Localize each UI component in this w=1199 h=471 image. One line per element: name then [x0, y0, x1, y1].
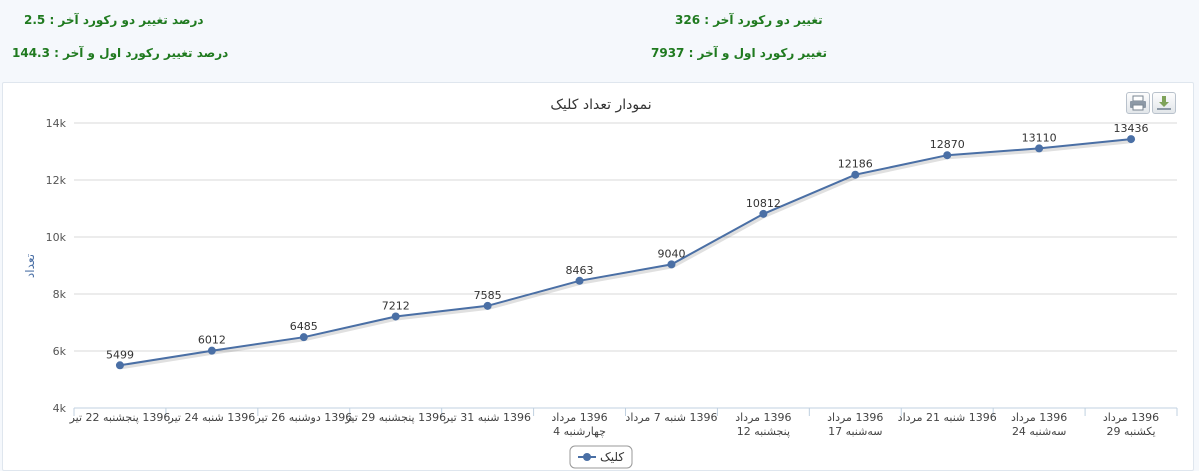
legend-item-label: کلیک: [600, 450, 624, 464]
x-tick-label: 1396 پنجشنبه 22 تیر: [69, 411, 171, 424]
data-point[interactable]: [575, 276, 584, 285]
data-point[interactable]: [299, 333, 308, 342]
percent-change-last-two: درصد تغییر دو رکورد آخر : 2.5: [24, 13, 204, 27]
x-tick-label: پنجشنبه 12: [737, 425, 790, 438]
x-tick-label: سه‌شنبه 24: [1012, 425, 1066, 438]
data-point[interactable]: [391, 312, 400, 321]
data-point[interactable]: [851, 170, 860, 179]
data-label: 7585: [474, 289, 502, 302]
data-label: 8463: [566, 264, 594, 277]
y-tick-label: 12k: [46, 174, 67, 187]
x-tick-label: 1396 شنبه 7 مرداد: [625, 411, 717, 424]
x-tick-label: 1396 مرداد: [1103, 411, 1159, 424]
data-label: 5499: [106, 348, 134, 361]
data-point[interactable]: [1035, 144, 1044, 153]
x-tick-label: یکشنبه 29: [1107, 425, 1156, 438]
y-tick-label: 10k: [46, 231, 67, 244]
y-tick-label: 14k: [46, 117, 67, 130]
x-tick-label: 1396 مرداد: [1011, 411, 1067, 424]
percent-change-first-last-label: درصد تغییر رکورد اول و آخر :: [49, 46, 229, 60]
x-tick-label: 1396 دوشنبه 26 تیر: [254, 411, 352, 424]
data-point[interactable]: [667, 260, 676, 269]
x-tick-label: 1396 شنبه 21 مرداد: [898, 411, 997, 424]
x-tick-label: 1396 پنجشنبه 29 تیر: [344, 411, 446, 424]
series-line: [119, 138, 1132, 367]
percent-change-last-two-value: 2.5: [24, 13, 46, 27]
gridlines: [74, 122, 1177, 409]
data-label: 13436: [1114, 122, 1149, 135]
series: 5499 6012 6485 7212 7585 8463 9040 10812 12186 12…: [106, 122, 1149, 370]
y-axis-label: تعداد: [23, 254, 37, 278]
data-label: 13110: [1022, 131, 1057, 144]
data-point[interactable]: [483, 301, 492, 310]
change-first-last: تغییر رکورد اول و آخر : 7937: [651, 46, 827, 60]
legend[interactable]: کلیک: [569, 445, 633, 469]
y-tick-label: 6k: [53, 345, 67, 358]
x-tick-label: 1396 شنبه 31 تیر: [443, 411, 531, 424]
print-button[interactable]: [1126, 92, 1150, 114]
x-tick-label: 1396 شنبه 24 تیر: [168, 411, 256, 424]
download-icon: [1157, 96, 1171, 110]
download-button[interactable]: [1152, 92, 1176, 114]
x-tick-label: 1396 مرداد: [551, 411, 607, 424]
y-tick-labels: 4k 6k 8k 10k 12k 14k: [46, 117, 67, 415]
y-tick-label: 8k: [53, 288, 67, 301]
percent-change-last-two-label: درصد تغییر دو رکورد آخر :: [45, 13, 204, 27]
y-tick-label: 4k: [53, 402, 67, 415]
data-point[interactable]: [943, 151, 952, 160]
change-last-two: تغییر دو رکورد آخر : 326: [675, 13, 823, 27]
series-shadow: [120, 139, 1133, 370]
change-last-two-label: تغییر دو رکورد آخر :: [700, 13, 823, 27]
data-point[interactable]: [115, 361, 124, 370]
data-label: 12186: [838, 158, 873, 171]
data-label: 10812: [746, 197, 781, 210]
percent-change-first-last-value: 144.3: [12, 46, 50, 60]
chart-title: نمودار تعداد کلیک: [550, 97, 651, 113]
x-ticks: [73, 408, 1178, 416]
data-label: 6485: [290, 320, 318, 333]
change-last-two-value: 326: [675, 13, 701, 27]
data-label: 12870: [930, 138, 965, 151]
x-tick-label: چهارشنبه 4: [553, 425, 606, 438]
x-tick-label: 1396 مرداد: [827, 411, 883, 424]
data-point[interactable]: [1127, 135, 1136, 144]
data-label: 9040: [657, 247, 685, 260]
change-first-last-label: تغییر رکورد اول و آخر :: [684, 46, 827, 60]
data-label: 7212: [382, 299, 410, 312]
x-tick-label: سه‌شنبه 17: [828, 425, 882, 438]
change-first-last-value: 7937: [651, 46, 685, 60]
x-tick-label: 1396 مرداد: [735, 411, 791, 424]
print-icon: [1130, 95, 1146, 111]
data-point[interactable]: [207, 346, 216, 355]
data-point[interactable]: [759, 209, 768, 218]
percent-change-first-last: درصد تغییر رکورد اول و آخر : 144.3: [12, 46, 228, 60]
data-label: 6012: [198, 334, 226, 347]
